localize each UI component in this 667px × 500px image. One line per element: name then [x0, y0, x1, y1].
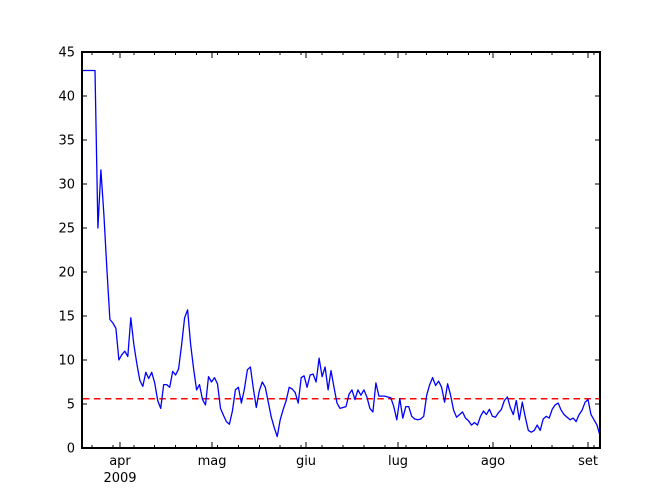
- y-axis-tick-label: 5: [67, 398, 75, 413]
- data-series-line: [83, 69, 601, 438]
- x-axis-month-label: set: [578, 454, 598, 469]
- x-axis-month-label: giu: [296, 454, 316, 469]
- x-axis-month-label: mag: [198, 454, 227, 469]
- y-axis-tick-label: 10: [58, 354, 75, 369]
- y-axis-tick-label: 0: [67, 442, 75, 457]
- x-axis-month-label: lug: [388, 454, 408, 469]
- y-axis-tick-label: 25: [58, 222, 75, 237]
- y-axis-tick-label: 40: [58, 90, 75, 105]
- y-axis-tick-label: 35: [58, 134, 75, 149]
- x-axis-year-label: 2009: [103, 471, 136, 486]
- x-axis-month-label: ago: [481, 454, 505, 469]
- y-axis-tick-label: 20: [58, 266, 75, 281]
- y-axis-tick-label: 45: [58, 46, 75, 61]
- plot-border: [81, 51, 601, 449]
- y-axis-tick-label: 30: [58, 178, 75, 193]
- x-axis-month-label: apr: [109, 454, 131, 469]
- y-axis-tick-label: 15: [58, 310, 75, 325]
